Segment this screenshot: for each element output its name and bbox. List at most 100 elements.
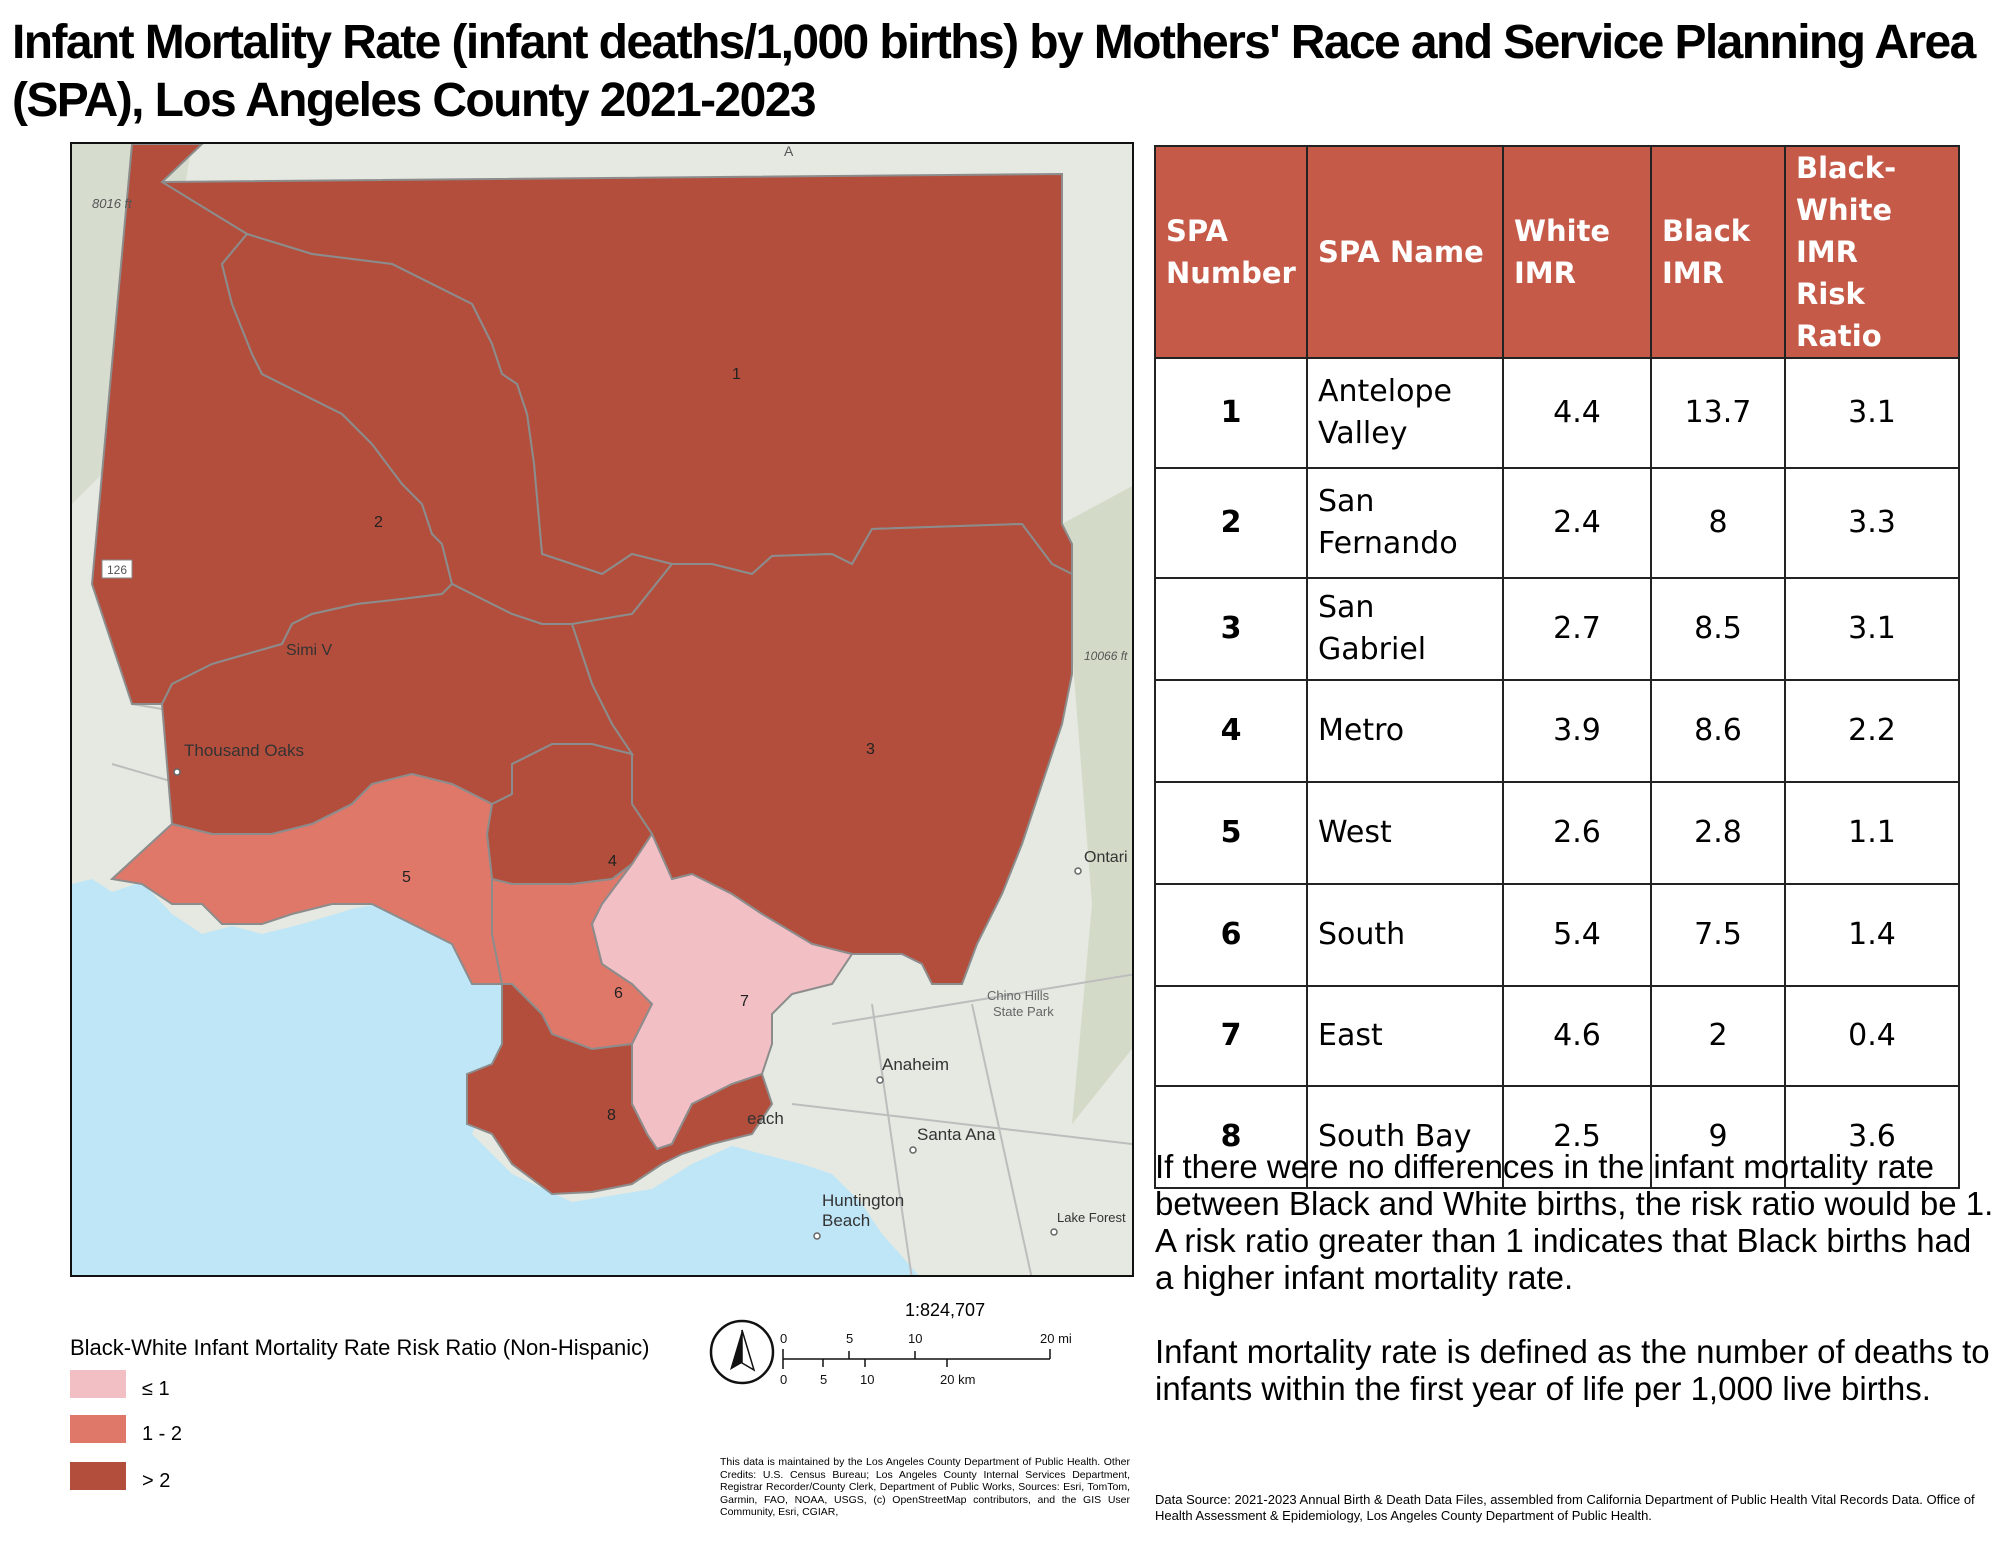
black-imr-cell: 7.5 <box>1650 883 1786 987</box>
header-spa-name: SPA Name <box>1306 145 1504 359</box>
spa-label-6: 6 <box>614 985 623 1002</box>
spa-number-cell: 5 <box>1154 781 1308 885</box>
white-imr-cell: 2.7 <box>1502 577 1652 681</box>
place-label-huntington-1: Huntington <box>822 1191 904 1210</box>
header-risk-ratio: Black- White IMR Risk Ratio <box>1784 145 1960 359</box>
spa-name-cell: Antelope Valley <box>1306 357 1504 469</box>
spa-name-line: East <box>1318 1018 1383 1053</box>
spa-name-cell: South <box>1306 883 1504 987</box>
spa-name-cell: West <box>1306 781 1504 885</box>
table-body: 1 Antelope Valley 4.4 13.7 3.1 2 San Fernando 2.4… <box>1154 357 1960 1189</box>
risk-ratio-cell: 3.1 <box>1784 357 1960 469</box>
legend-label-gt2: > 2 <box>142 1470 171 1492</box>
black-imr-cell: 13.7 <box>1650 357 1786 469</box>
scale-km-10: 10 <box>860 1372 874 1387</box>
table-row: 6 South 5.4 7.5 1.4 <box>1154 883 1960 987</box>
spa-name-line: San Gabriel <box>1318 590 1427 667</box>
spa-map[interactable]: 1 2 3 4 5 6 7 8 8016 ft A 126 Simi V Tho… <box>70 142 1134 1277</box>
spa-number-cell: 1 <box>1154 357 1308 469</box>
spa-label-1: 1 <box>732 366 741 383</box>
table-row: 2 San Fernando 2.4 8 3.3 <box>1154 467 1960 579</box>
page-title: Infant Mortality Rate (infant deaths/1,0… <box>12 16 1976 127</box>
place-label-thousand-oaks: Thousand Oaks <box>184 741 304 760</box>
place-label-route: 126 <box>107 563 127 577</box>
place-label-santa-ana: Santa Ana <box>917 1125 996 1144</box>
risk-ratio-cell: 2.2 <box>1784 679 1960 783</box>
black-imr-cell: 2.8 <box>1650 781 1786 885</box>
spa-name-cell: Metro <box>1306 679 1504 783</box>
risk-ratio-note: If there were no differences in the infa… <box>1155 1148 1994 1296</box>
spa-label-3: 3 <box>866 741 875 758</box>
spa-number-cell: 8 <box>1154 1085 1308 1189</box>
place-label-chino-2: State Park <box>993 1004 1054 1019</box>
black-imr-cell: 8.5 <box>1650 577 1786 681</box>
spa-8-south-bay <box>466 983 774 1196</box>
data-source: Data Source: 2021-2023 Annual Birth & De… <box>1155 1492 1975 1523</box>
place-label-huntington-2: Beach <box>822 1211 870 1230</box>
spa-imr-table: SPA Number SPA Name White IMR Black IMR … <box>1154 145 1960 1189</box>
white-imr-cell: 4.6 <box>1502 985 1652 1087</box>
table-header-row: SPA Number SPA Name White IMR Black IMR … <box>1154 145 1960 359</box>
table-row: 7 East 4.6 2 0.4 <box>1154 985 1960 1087</box>
place-label-chino-1: Chino Hills <box>987 988 1050 1003</box>
spa-label-2: 2 <box>374 514 383 531</box>
place-dots <box>173 768 1082 1240</box>
place-label-ontario: Ontari <box>1084 849 1128 866</box>
spa-number-cell: 3 <box>1154 577 1308 681</box>
spa-polygons <box>90 144 1073 1196</box>
legend-swatch-le1 <box>70 1370 126 1398</box>
scale-ratio: 1:824,707 <box>905 1300 986 1320</box>
place-label-elev-east: 10066 ft <box>1084 649 1128 663</box>
spa-name-line: Valley <box>1318 416 1408 451</box>
legend-swatch-gt2 <box>70 1462 126 1490</box>
header-spa-number: SPA Number <box>1154 145 1308 359</box>
risk-ratio-cell: 1.4 <box>1784 883 1960 987</box>
imr-definition-note: Infant mortality rate is defined as the … <box>1155 1333 1990 1407</box>
place-label-beach-frag: each <box>747 1109 784 1128</box>
black-imr-cell: 2 <box>1650 985 1786 1087</box>
basemap-hills-east <box>1062 486 1132 1124</box>
white-imr-cell: 2.5 <box>1502 1085 1652 1189</box>
table-row: 5 West 2.6 2.8 1.1 <box>1154 781 1960 885</box>
place-label-simi: Simi V <box>286 642 333 659</box>
scale-mi-0: 0 <box>780 1331 787 1346</box>
table-row: 8 South Bay 2.5 9 3.6 <box>1154 1085 1960 1189</box>
place-label-lake-forest: Lake Forest <box>1057 1210 1126 1225</box>
spa-name-cell: South Bay <box>1306 1085 1504 1189</box>
spa-number-cell: 4 <box>1154 679 1308 783</box>
risk-ratio-cell: 3.6 <box>1784 1085 1960 1189</box>
black-imr-cell: 8.6 <box>1650 679 1786 783</box>
white-imr-cell: 2.4 <box>1502 467 1652 579</box>
spa-name-line: Metro <box>1318 713 1405 748</box>
spa-number-cell: 6 <box>1154 883 1308 987</box>
spa-name-line: West <box>1318 815 1392 850</box>
white-imr-cell: 5.4 <box>1502 883 1652 987</box>
spa-number-cell: 7 <box>1154 985 1308 1087</box>
legend-label-le1: ≤ 1 <box>142 1378 170 1400</box>
legend-label-1-2: 1 - 2 <box>142 1423 183 1445</box>
spa-name-line: Antelope <box>1318 374 1452 409</box>
risk-ratio-cell: 3.3 <box>1784 467 1960 579</box>
spa-label-4: 4 <box>608 853 617 870</box>
header-white-imr: White IMR <box>1502 145 1652 359</box>
header-black-imr: Black IMR <box>1650 145 1786 359</box>
white-imr-cell: 2.6 <box>1502 781 1652 885</box>
scale-mi-10: 10 <box>908 1331 922 1346</box>
place-label-anaheim: Anaheim <box>882 1055 949 1074</box>
spa-label-7: 7 <box>740 993 749 1010</box>
scale-km-5: 5 <box>820 1372 827 1387</box>
risk-ratio-cell: 3.1 <box>1784 577 1960 681</box>
north-arrow-icon <box>709 1319 775 1385</box>
spa-name-cell: San Fernando <box>1306 467 1504 579</box>
scale-mi-20: 20 mi <box>1040 1331 1072 1346</box>
spa-label-8: 8 <box>607 1107 616 1124</box>
spa-name-line: San <box>1318 484 1375 519</box>
scale-km-0: 0 <box>780 1372 787 1387</box>
scale-bar: 0 5 10 20 mi 0 5 10 20 km <box>780 1331 1072 1387</box>
table-row: 3 San Gabriel 2.7 8.5 3.1 <box>1154 577 1960 681</box>
legend-title: Black-White Infant Mortality Rate Risk R… <box>70 1335 650 1360</box>
scale-mi-5: 5 <box>846 1331 853 1346</box>
black-imr-cell: 9 <box>1650 1085 1786 1189</box>
table-row: 4 Metro 3.9 8.6 2.2 <box>1154 679 1960 783</box>
spa-name-line: Fernando <box>1318 526 1458 561</box>
